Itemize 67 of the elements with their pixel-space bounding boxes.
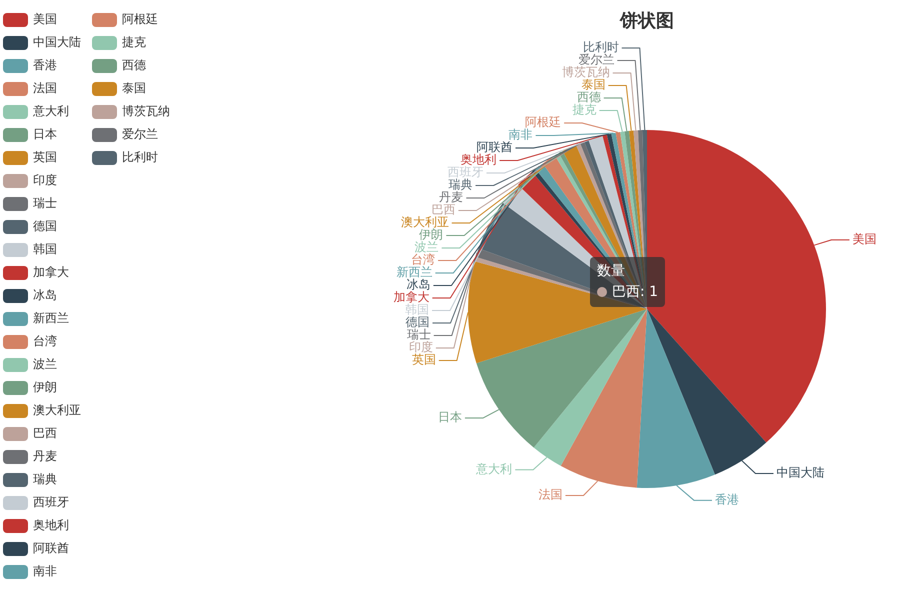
category-label: 爱尔兰 (578, 52, 614, 67)
slice-label: 冰岛 (406, 278, 430, 292)
legend-label: 伊朗 (33, 379, 57, 396)
slice-label: 意大利 (475, 462, 512, 476)
legend-label: 意大利 (33, 103, 69, 120)
legend-label: 加拿大 (33, 264, 69, 281)
slice-label: 中国大陆 (776, 466, 824, 480)
legend-label: 西德 (122, 57, 146, 74)
legend-label: 捷克 (122, 34, 146, 51)
text: 巴西: 1 (612, 284, 658, 300)
slice-label: 西班牙 (447, 165, 484, 180)
legend-label: 香港 (33, 57, 57, 74)
text: 数量 (597, 263, 625, 279)
slice-label: 阿根廷 (525, 115, 562, 130)
slice-label: 日本 (438, 410, 462, 424)
legend-label: 法国 (33, 80, 57, 97)
slice-label: 法国 (538, 488, 562, 502)
legend-label: 奥地利 (33, 517, 69, 534)
slice-label: 比利时 (582, 40, 619, 54)
slice-label: 瑞典 (448, 178, 473, 192)
slice-label: 波兰 (414, 240, 439, 254)
legend-label: 冰岛 (33, 287, 57, 304)
slice-label: 捷克 (572, 102, 596, 117)
category-label: 巴西 (431, 202, 456, 217)
legend-label: 印度 (33, 172, 57, 189)
legend-label: 博茨瓦纳 (122, 103, 170, 120)
legend-label: 爱尔兰 (122, 126, 158, 143)
legend-label: 西班牙 (33, 494, 69, 511)
legend-label: 澳大利亚 (33, 402, 81, 419)
legend-label: 新西兰 (33, 310, 69, 327)
legend-label: 中国大陆 (33, 34, 81, 51)
slice-label: 加拿大 (393, 290, 430, 304)
category-label: 丹麦 (439, 190, 464, 204)
legend-label: 英国 (33, 149, 57, 166)
category-label: 博茨瓦纳 (562, 65, 610, 80)
legend-label: 台湾 (33, 333, 57, 350)
legend-label: 韩国 (33, 241, 57, 258)
legend-label: 日本 (33, 126, 57, 143)
slice-label: 香港 (714, 492, 739, 506)
chart-title: 饼状图 (619, 10, 674, 32)
legend-label: 丹麦 (33, 448, 57, 465)
legend-label: 阿联酋 (33, 540, 69, 557)
slice-label: 新西兰 (396, 265, 432, 280)
slice-label: 德国 (406, 315, 430, 330)
legend-label: 泰国 (122, 80, 146, 97)
slice-label: 奥地利 (460, 152, 497, 167)
legend-label: 阿根廷 (122, 11, 158, 28)
legend-label: 波兰 (33, 356, 57, 373)
legend-label: 瑞士 (33, 195, 57, 212)
slice-label: 澳大利亚 (400, 215, 449, 230)
slice-label: 瑞士 (406, 328, 431, 342)
slice-label: 西德 (576, 90, 601, 104)
slice-label: 英国 (412, 352, 436, 367)
slice-label: 美国 (852, 232, 876, 246)
legend-label: 德国 (33, 218, 57, 235)
slice-label: 伊朗 (419, 228, 444, 242)
legend-label: 瑞典 (33, 471, 57, 488)
slice-label: 韩国 (405, 302, 430, 317)
legend-label: 巴西 (33, 425, 57, 442)
legend-label: 南非 (33, 563, 57, 580)
slice-label: 南非 (508, 128, 533, 142)
legend-label: 美国 (33, 11, 57, 28)
slice-label: 泰国 (581, 78, 606, 92)
slice-label: 台湾 (411, 252, 436, 267)
slice-label: 阿联酋 (476, 140, 512, 154)
slice-label: 印度 (408, 340, 433, 354)
legend-label: 比利时 (122, 149, 158, 166)
